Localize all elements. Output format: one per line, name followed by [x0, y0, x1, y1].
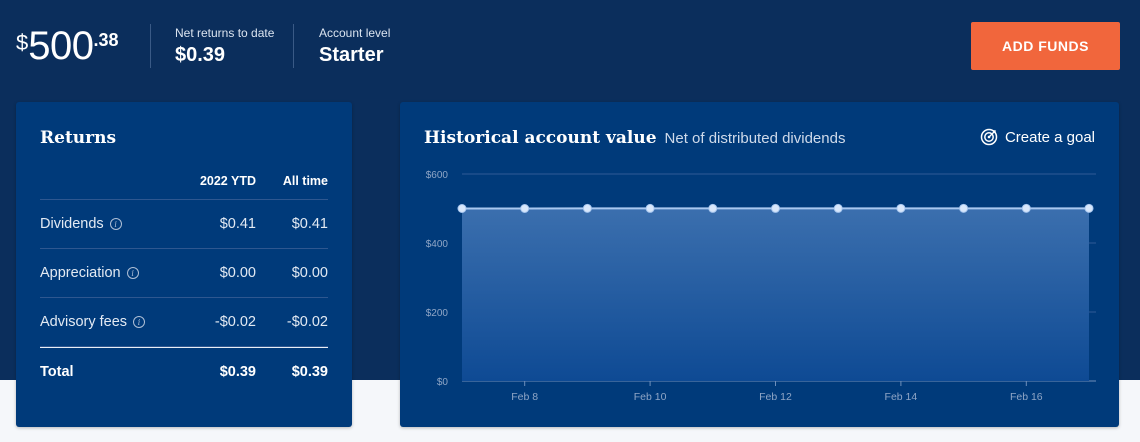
- net-returns-label: Net returns to date: [175, 26, 275, 40]
- historical-value-card: Historical account value Net of distribu…: [400, 102, 1119, 427]
- table-row: Advisory fees i -$0.02 -$0.02: [40, 298, 328, 347]
- y-tick-label: $0: [437, 377, 449, 388]
- column-header-all-time: All time: [282, 173, 328, 188]
- y-tick-label: $600: [426, 170, 449, 181]
- data-point[interactable]: [771, 203, 780, 213]
- column-header-ytd: 2022 YTD: [199, 173, 256, 188]
- info-icon[interactable]: i: [109, 218, 122, 230]
- advisory-fees-ytd: -$0.02: [214, 314, 256, 330]
- row-label-dividends: Dividends: [40, 216, 104, 232]
- row-label-appreciation: Appreciation: [40, 265, 121, 281]
- chart-subtitle: Net of distributed dividends: [664, 130, 846, 147]
- target-icon: [980, 128, 998, 146]
- header-divider: [293, 24, 294, 68]
- table-row: Dividends i $0.41 $0.41: [40, 200, 328, 249]
- data-point[interactable]: [708, 203, 718, 213]
- account-level-value: Starter: [319, 44, 384, 66]
- account-level-label: Account level: [319, 26, 391, 40]
- appreciation-all-time: $0.00: [291, 265, 328, 281]
- total-ytd: $0.39: [219, 364, 256, 380]
- table-row: Appreciation i $0.00 $0.00: [40, 249, 328, 298]
- balance-cents: .38: [93, 30, 119, 50]
- returns-title: Returns: [40, 128, 117, 148]
- data-point[interactable]: [1084, 203, 1094, 213]
- data-point[interactable]: [520, 204, 530, 213]
- row-label-total: Total: [40, 364, 74, 380]
- create-goal-link[interactable]: Create a goal: [980, 128, 1095, 146]
- total-all-time: $0.39: [291, 364, 328, 380]
- info-icon[interactable]: i: [126, 267, 139, 279]
- appreciation-ytd: $0.00: [219, 265, 256, 281]
- account-value-chart: $600 $400 $200 $0 Feb 8 Feb 10 Feb 12 Feb 14 Fe…: [426, 170, 1096, 403]
- y-tick-label: $400: [426, 239, 449, 250]
- balance-currency: $: [16, 30, 29, 55]
- row-label-advisory-fees: Advisory fees: [40, 314, 128, 330]
- x-tick-label: Feb 14: [885, 391, 918, 403]
- x-tick-label: Feb 16: [1010, 391, 1043, 403]
- data-point[interactable]: [896, 203, 906, 213]
- data-point[interactable]: [582, 203, 592, 213]
- dividends-ytd: $0.41: [219, 216, 256, 232]
- data-point[interactable]: [1021, 203, 1031, 213]
- account-balance: $ 500 .38: [16, 24, 119, 74]
- net-returns-value: $0.39: [175, 44, 226, 66]
- account-level-stat: Account level Starter: [319, 26, 390, 67]
- value-area: [462, 208, 1089, 381]
- x-tick-label: Feb 8: [511, 391, 538, 403]
- create-goal-label: Create a goal: [1004, 128, 1095, 146]
- net-returns-stat: Net returns to date $0.39: [175, 26, 274, 67]
- data-point[interactable]: [959, 203, 969, 213]
- advisory-fees-all-time: -$0.02: [286, 314, 328, 330]
- dividends-all-time: $0.41: [291, 216, 328, 232]
- data-point[interactable]: [833, 203, 843, 213]
- add-funds-button[interactable]: ADD FUNDS: [971, 22, 1120, 70]
- returns-table-header: 2022 YTD All time: [40, 162, 328, 200]
- balance-whole: 500: [28, 24, 94, 68]
- returns-table: 2022 YTD All time Dividends i $0.41 $0.41…: [40, 162, 328, 396]
- header-divider: [150, 24, 151, 68]
- info-icon[interactable]: i: [133, 316, 146, 328]
- x-tick-label: Feb 10: [634, 391, 667, 403]
- table-row-total: Total $0.39 $0.39: [40, 347, 328, 396]
- y-tick-label: $200: [426, 308, 449, 319]
- x-tick-label: Feb 12: [759, 391, 792, 403]
- returns-card: Returns 2022 YTD All time Dividends i $0.…: [16, 102, 352, 427]
- data-point[interactable]: [457, 204, 467, 213]
- data-point[interactable]: [645, 203, 655, 213]
- chart-title: Historical account value: [424, 128, 657, 148]
